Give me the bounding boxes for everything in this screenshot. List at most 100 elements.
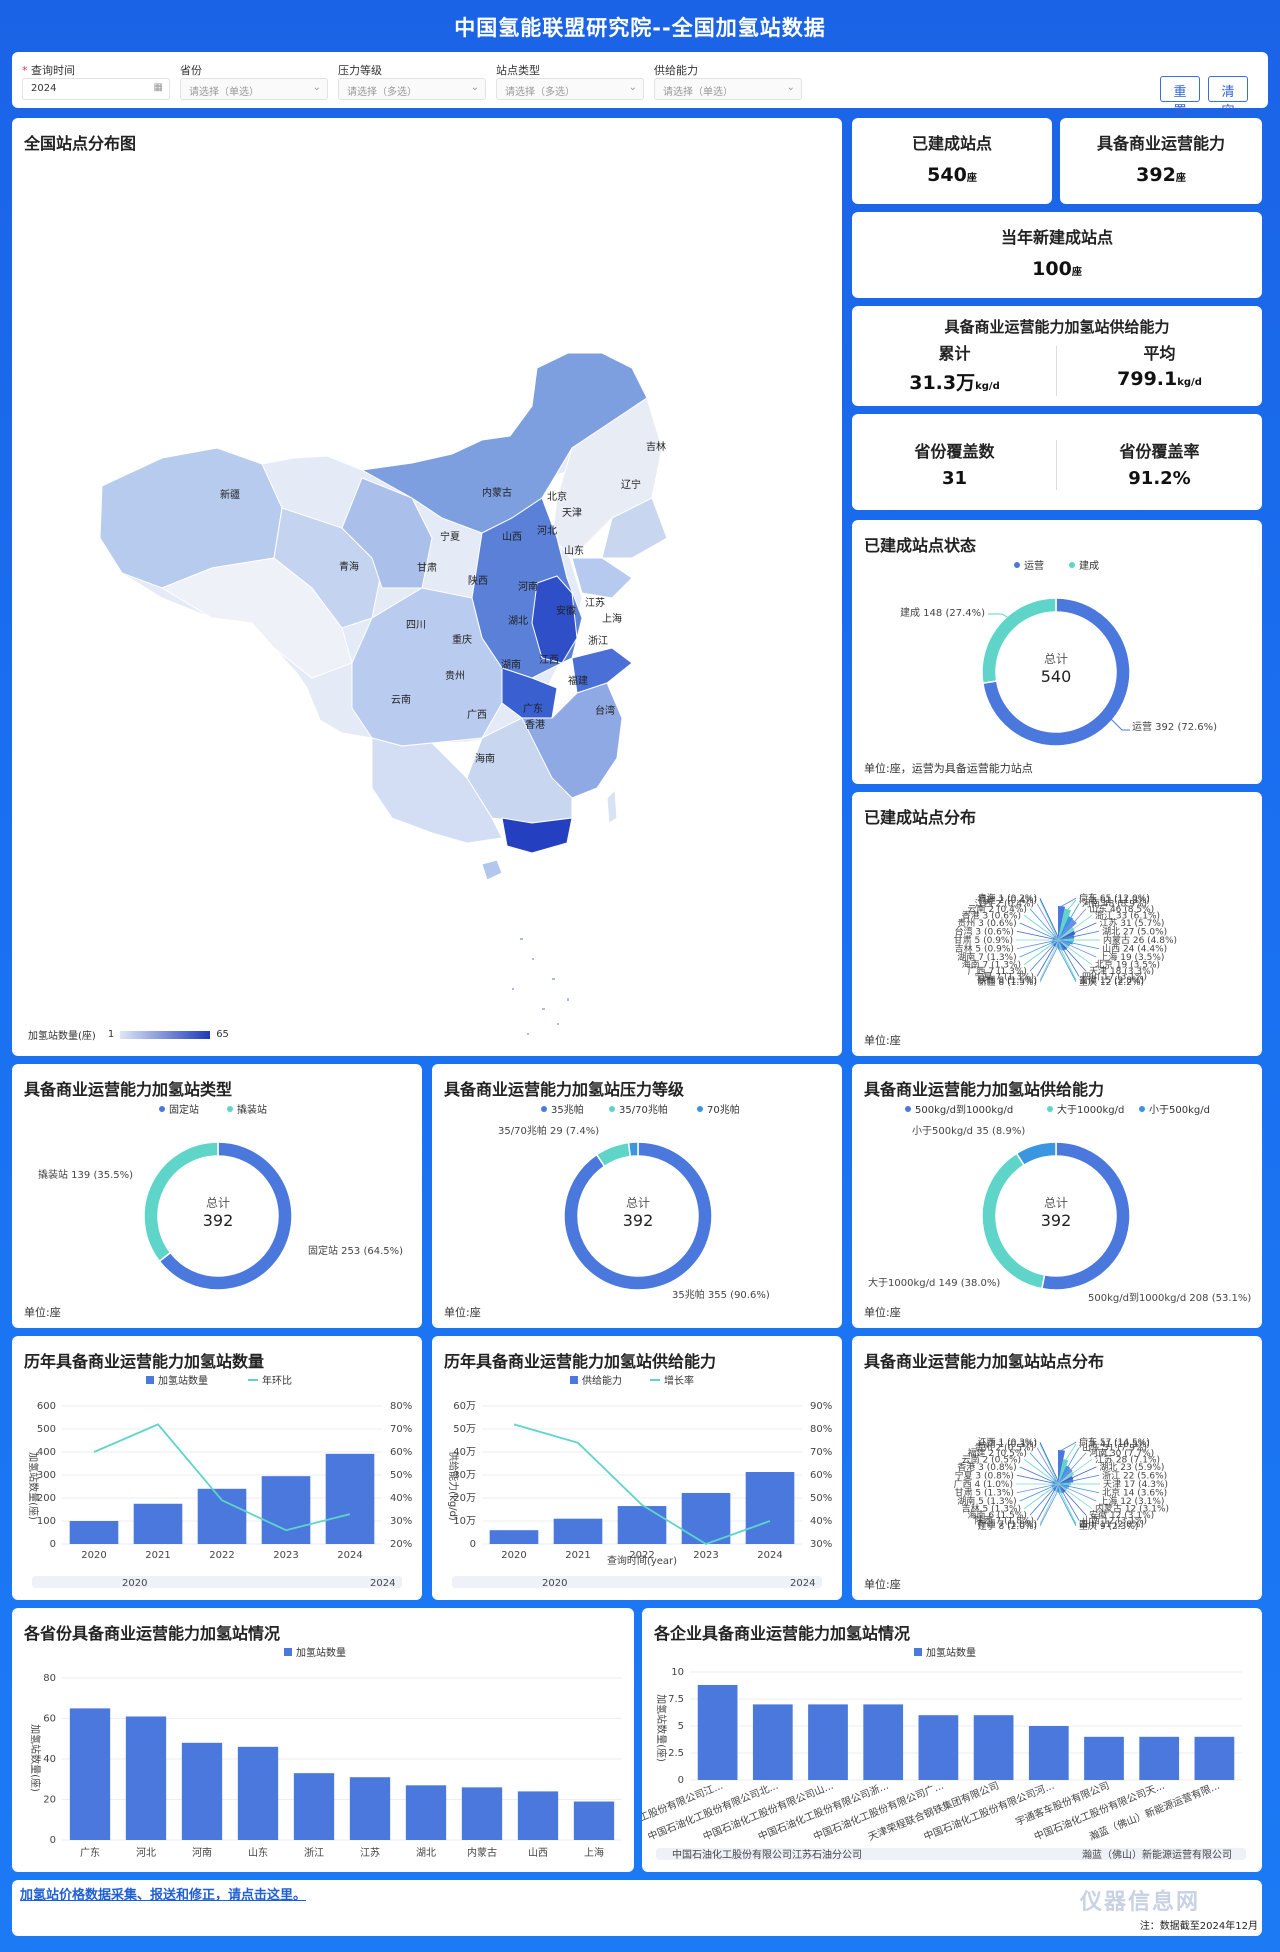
slice-label: 云南 2 (0.4%)	[968, 903, 1027, 915]
hist-count-chart[interactable]: 加氢站数量 年环比 加氢站数量(座) 2020 2024 600 500 400 30…	[12, 1336, 422, 1600]
map-label: 山西	[502, 531, 522, 543]
rose-slice	[1051, 940, 1058, 944]
kpi-built-value: 540座	[927, 164, 977, 186]
hist-supply-chart[interactable]: 供给能力 增长率 供给能力(kg/d) 查询时间(year) 2020 2024…	[432, 1336, 842, 1600]
rose-slice	[1052, 1484, 1058, 1490]
y-tick: 7.5	[668, 1694, 684, 1705]
slice-label: 内蒙古 26 (4.8%)	[1103, 934, 1177, 946]
prov-chart[interactable]: 加氢站数量 加氢站数量(座) 80 60 40 20 0 广东 河北 河南 山东 浙江 江苏 湖北 内蒙…	[12, 1608, 634, 1872]
bar	[69, 1708, 111, 1840]
rose-slice	[1055, 935, 1058, 940]
kpi-supply-label: 具备商业运营能力加氢站供给能力	[944, 318, 1170, 336]
legend-swatch	[1014, 562, 1020, 568]
comm-dist-chart[interactable]: 广东 57 (14.5%)河北 41 (10.5%)山东 31 (7.9%)河南…	[852, 1336, 1262, 1600]
center-label: 总计	[1044, 652, 1068, 666]
x-tick: 2022	[209, 1550, 234, 1561]
legend: 供给能力 增长率	[570, 1374, 694, 1387]
province-select[interactable]: 请选择（单选） ⌄	[180, 78, 328, 100]
pressure-select[interactable]: 请选择（多选） ⌄	[338, 78, 486, 100]
rose-slice	[1058, 930, 1076, 940]
kpi-supply-total-value: 31.3万kg/d	[909, 372, 1000, 394]
kpi-commercial-value: 392座	[1136, 164, 1186, 186]
bar	[125, 1716, 167, 1840]
leader-line	[1072, 1466, 1097, 1478]
leader-line	[1061, 1441, 1077, 1451]
rose-slice	[1051, 939, 1058, 941]
map-label: 江西	[539, 654, 559, 666]
leader-line	[1029, 908, 1056, 937]
slice-label: 大于1000kg/d 149 (38.0%)	[868, 1276, 1000, 1289]
map-legend-gradient[interactable]	[120, 1030, 211, 1039]
region-hebei	[531, 575, 578, 664]
range-slider	[452, 1576, 822, 1588]
supply-chart[interactable]: 500kg/d到1000kg/d 大于1000kg/d 小于500kg/d 总计…	[852, 1064, 1262, 1328]
time-select[interactable]: 2024 ▦	[22, 78, 170, 100]
slice-label: 海南 7 (1.3%)	[962, 959, 1021, 971]
leader-line	[1039, 899, 1057, 936]
y-axis-label: 加氢站数量(座)	[29, 1724, 42, 1792]
slice-label: 浙江 22 (5.6%)	[1102, 1469, 1167, 1481]
leader-line	[1072, 942, 1100, 950]
built-dist-chart[interactable]: 广东 65 (12.0%)河北 61 (11.3%)河南 48 (8.9%)山东…	[852, 792, 1262, 1056]
map-label: 台湾	[595, 704, 615, 717]
type-select[interactable]: 请选择（多选） ⌄	[496, 78, 644, 100]
x-tick: 山东	[248, 1846, 268, 1859]
map-label: 天津	[562, 507, 582, 519]
reset-button[interactable]: 重 置	[1160, 76, 1200, 119]
legend-item: 35/70兆帕	[619, 1103, 668, 1116]
slice-label: 辽宁 8 (2.0%)	[978, 1520, 1037, 1532]
rose-slice	[1056, 940, 1058, 948]
price-data-link[interactable]: 加氢站价格数据采集、报送和修正，请点击这里。	[20, 1888, 307, 1903]
leader-line	[1070, 903, 1080, 918]
slice-label: 甘肃 5 (0.9%)	[954, 934, 1013, 946]
rose-slice	[1058, 940, 1065, 951]
leader-line	[1072, 1458, 1093, 1474]
ent-chart[interactable]: 加氢站数量 加氢站数量(座) 中国石油化工股份有限公司江苏石油分公司 瀚蓝（佛山…	[642, 1608, 1262, 1872]
leader-line	[1073, 914, 1093, 930]
hist-supply-title: 历年具备商业运营能力加氢站供给能力	[444, 1352, 717, 1371]
slider-start: 2020	[122, 1578, 147, 1589]
rose-slice	[1058, 906, 1066, 940]
status-chart[interactable]: 运营 建成 总计 540 运营 392 (72.6%) 建成 148 (27.4…	[852, 520, 1262, 784]
china-map[interactable]: 新疆 青海 甘肃 宁夏 内蒙古 山西 陕西 四川 重庆 贵州 云南 广西 湖南 …	[12, 118, 842, 1056]
y2-tick: 80%	[810, 1424, 832, 1435]
region-shandong	[571, 647, 633, 694]
x-tick: 湖北	[416, 1847, 436, 1859]
type-chart[interactable]: 固定站 撬装站 总计 392 固定站 253 (64.5%) 撬装站 139 (…	[12, 1064, 422, 1328]
slice-label: 海南 6 (1.5%)	[968, 1509, 1027, 1521]
donut-slice	[563, 1141, 713, 1291]
legend-item: 70兆帕	[707, 1103, 740, 1116]
slice-label: 青海 1 (0.2%)	[978, 892, 1037, 904]
pressure-chart[interactable]: 35兆帕 35/70兆帕 70兆帕 总计 392 35兆帕 355 (90.6%…	[432, 1064, 842, 1328]
map-label: 云南	[391, 693, 411, 706]
rose-slice	[1051, 1483, 1058, 1485]
y2-tick: 70%	[390, 1424, 412, 1435]
bar	[1194, 1736, 1235, 1780]
rose-slice	[1058, 1475, 1074, 1484]
slice-label: 山东 31 (7.9%)	[1082, 1442, 1147, 1454]
legend-item: 小于500kg/d	[1149, 1104, 1210, 1116]
leader-line	[1074, 922, 1097, 933]
y2-tick: 60%	[390, 1447, 412, 1458]
leader-line	[1073, 1474, 1100, 1482]
leader-line	[1063, 950, 1080, 977]
supply-select[interactable]: 请选择（单选） ⌄	[654, 78, 802, 100]
legend: 加氢站数量 年环比	[146, 1374, 292, 1387]
slice-label: 重庆 9 (2.3%)	[1079, 1520, 1138, 1532]
y-tick: 40万	[453, 1447, 476, 1458]
leader-line	[1066, 1489, 1093, 1510]
y2-tick: 30%	[390, 1516, 412, 1527]
clear-button[interactable]: 清 空	[1208, 76, 1248, 119]
leader-line	[1074, 930, 1100, 937]
bar	[405, 1785, 447, 1840]
kpi-coverage-rate-label: 省份覆盖率	[1119, 442, 1200, 461]
y-tick: 5	[678, 1721, 684, 1732]
range-slider	[32, 1576, 402, 1588]
slice-label: 福建 2 (0.5%)	[968, 1447, 1027, 1459]
leader-line	[1029, 1452, 1055, 1481]
status-title: 已建成站点状态	[864, 536, 977, 555]
rose-slice	[1058, 940, 1073, 945]
kpi-commercial-card: 具备商业运营能力 392座	[1060, 118, 1262, 204]
kpi-supply-total-label: 累计	[938, 344, 971, 363]
legend-swatch	[914, 1648, 922, 1656]
